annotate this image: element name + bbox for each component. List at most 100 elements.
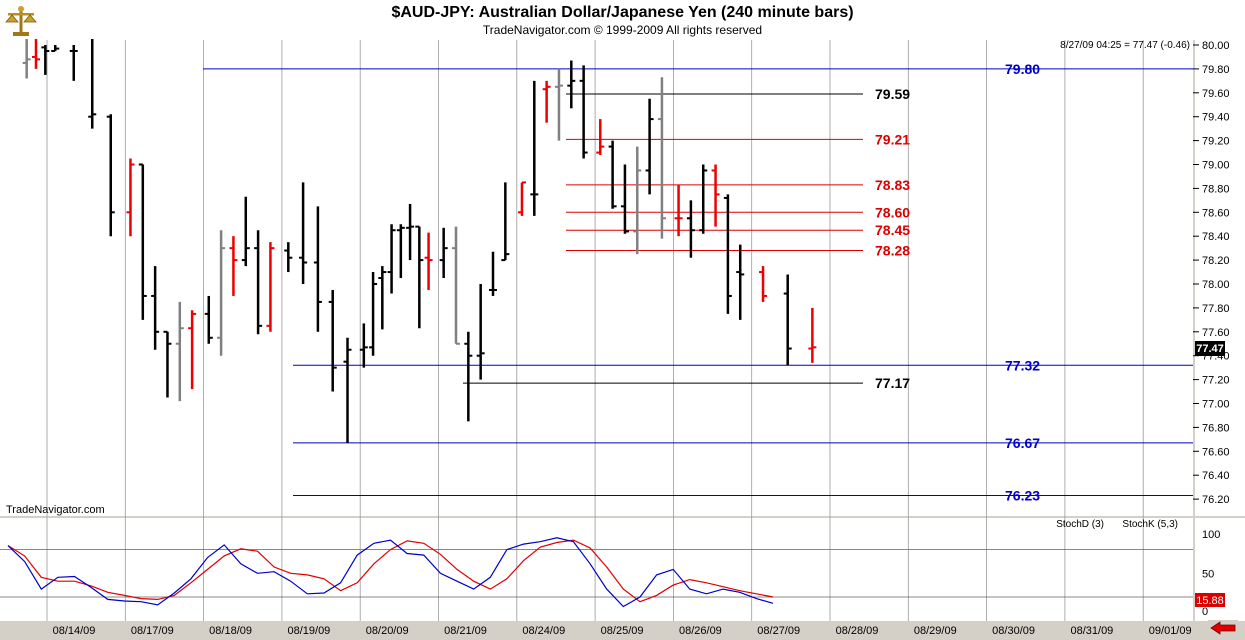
price-tick-label: 78.00: [1202, 279, 1230, 291]
stochastic-lines: [0, 537, 1193, 608]
stochastic-y-axis: 100 50 0: [1202, 529, 1220, 618]
ohlc-bar: [151, 266, 160, 350]
price-tick-label: 76.60: [1202, 446, 1230, 458]
ohlc-bar: [217, 230, 226, 356]
price-panel: [0, 40, 1193, 516]
ohlc-bar: [369, 272, 378, 356]
stochastic-tick-label: 50: [1202, 568, 1214, 580]
price-tick-label: 78.80: [1202, 183, 1230, 195]
ohlc-bar: [188, 310, 197, 390]
ohlc-bar: [633, 146, 642, 255]
ohlc-bar: [439, 227, 448, 279]
price-level-label: 77.32: [1005, 357, 1040, 373]
ohlc-bar: [645, 98, 654, 195]
ohlc-bar: [106, 114, 115, 237]
ohlc-bar: [204, 295, 213, 344]
chart-copyright: TradeNavigator.com © 1999-2009 All right…: [482, 23, 763, 37]
ohlc-bar: [452, 226, 460, 345]
price-level-label: 78.45: [875, 222, 910, 238]
ohlc-bar: [396, 224, 405, 279]
price-tick-label: 76.40: [1202, 470, 1230, 482]
ohlc-bar: [69, 45, 78, 81]
price-tick-label: 79.00: [1202, 160, 1230, 172]
scroll-left-arrow-icon[interactable]: [1208, 620, 1238, 636]
ohlc-bar: [736, 244, 745, 320]
date-tick-label: 08/28/09: [836, 625, 879, 637]
ohlc-bar: [620, 164, 629, 234]
stochastic-value-badge: 15.88: [1195, 593, 1225, 607]
svg-text:77.47: 77.47: [1196, 343, 1224, 355]
date-tick-label: 08/26/09: [679, 625, 722, 637]
price-level-label: 76.23: [1005, 488, 1040, 504]
last-price-badge: 77.47: [1195, 341, 1225, 356]
price-tick-label: 79.80: [1202, 64, 1230, 76]
ohlc-bar: [723, 194, 732, 314]
ohlc-bar: [41, 45, 50, 75]
stochastic-tick-label: 0: [1202, 606, 1208, 618]
balance-scale-logo-icon: [5, 6, 37, 36]
price-axis-panel: [1195, 40, 1245, 516]
stochd-line: [7, 539, 774, 603]
ohlc-bar: [415, 225, 424, 329]
price-level-label: 79.59: [875, 86, 910, 102]
chart-title: $AUD-JPY: Australian Dollar/Japanese Yen…: [391, 4, 854, 21]
date-tick-label: 09/01/09: [1149, 625, 1192, 637]
watermark-label: TradeNavigator.com: [6, 504, 105, 516]
price-tick-label: 78.20: [1202, 255, 1230, 267]
chart-header: $AUD-JPY: Australian Dollar/Japanese Yen…: [0, 0, 1245, 40]
ohlc-bar: [424, 232, 433, 290]
price-level-label: 78.28: [875, 243, 910, 259]
ohlc-bar: [138, 163, 147, 320]
ohlc-bar: [464, 331, 473, 422]
ohlc-bar: [711, 164, 720, 227]
ohlc-bar: [686, 200, 695, 258]
price-tick-label: 77.60: [1202, 327, 1230, 339]
ohlc-bar: [163, 330, 172, 398]
price-level-label: 79.80: [1005, 61, 1040, 77]
ohlc-bar: [579, 65, 588, 159]
ohlc-bar: [378, 266, 387, 330]
ohlc-bar: [313, 206, 322, 332]
ohlc-bar: [759, 266, 768, 302]
date-tick-label: 08/17/09: [131, 625, 174, 637]
ohlc-bar: [554, 68, 563, 141]
price-tick-label: 77.00: [1202, 399, 1230, 411]
ohlc-bars: [22, 39, 817, 443]
ohlc-bar: [328, 289, 337, 392]
ohlc-bar: [241, 196, 250, 267]
ohlc-bar: [808, 307, 817, 363]
date-tick-label: 08/30/09: [992, 625, 1035, 637]
ohlc-bar: [783, 274, 792, 366]
date-tick-label: 08/18/09: [209, 625, 252, 637]
date-tick-label: 08/24/09: [522, 625, 565, 637]
price-tick-label: 80.00: [1202, 40, 1230, 52]
vertical-gridlines: [46, 40, 1144, 621]
price-tick-label: 78.60: [1202, 207, 1230, 219]
ohlc-bar: [126, 158, 135, 237]
price-tick-label: 77.80: [1202, 303, 1230, 315]
date-tick-label: 08/14/09: [53, 625, 96, 637]
stochastic-panel: [0, 518, 1193, 621]
ohlc-bar: [284, 242, 293, 273]
ohlc-bar: [254, 230, 263, 335]
date-tick-label: 08/29/09: [914, 625, 957, 637]
stochk-line: [7, 537, 774, 608]
stochd-legend-label: StochD (3): [1056, 519, 1104, 530]
date-tick-label: 08/20/09: [366, 625, 409, 637]
price-tick-label: 78.40: [1202, 231, 1230, 243]
ohlc-bar: [229, 236, 238, 296]
ohlc-bar: [32, 39, 40, 69]
ohlc-bar: [596, 119, 605, 155]
ohlc-bar: [299, 182, 308, 284]
quote-readout: 8/27/09 04:25 = 77.47 (-0.46): [1060, 40, 1190, 51]
price-tick-label: 79.20: [1202, 136, 1230, 148]
stochastic-tick-label: 100: [1202, 529, 1220, 541]
ohlc-bar: [699, 164, 708, 234]
date-tick-label: 08/27/09: [757, 625, 800, 637]
date-tick-label: 08/31/09: [1070, 625, 1113, 637]
date-tick-label: 08/25/09: [601, 625, 644, 637]
price-tick-label: 76.80: [1202, 422, 1230, 434]
stochk-legend-label: StochK (5,3): [1122, 519, 1178, 530]
date-axis: 08/14/09 08/17/09 08/18/09 08/19/09 08/20/09…: [53, 625, 1192, 637]
